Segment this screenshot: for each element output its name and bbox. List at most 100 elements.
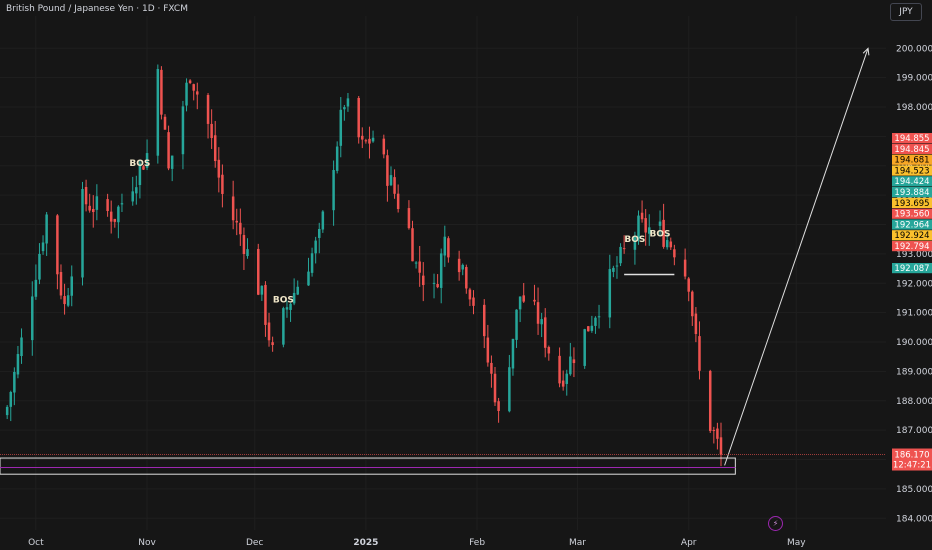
candle-body [691,291,694,317]
price-tag [892,143,932,154]
bos-label: BOS [129,159,150,169]
price-tag-value: 192.964 [894,220,929,230]
candle-body [569,356,572,375]
candle-body [88,205,91,211]
candle-body [565,373,569,384]
candle-body [558,355,561,384]
candle-body [106,199,109,212]
x-tick-label: Feb [469,538,485,548]
candle-body [687,278,690,292]
candle-body [16,354,20,375]
candle-body [206,95,210,124]
candle-body [13,371,16,393]
candle-body [289,303,292,310]
candle-body [561,380,565,387]
y-tick-label: 188.000 [896,397,932,407]
candle-body [239,222,242,235]
y-tick-label: 200.000 [896,44,932,54]
candle-body [389,175,393,186]
candle-body [669,241,673,248]
candle-body [221,174,224,194]
candle-body [665,240,669,248]
lightning-icon[interactable]: ⚡ [768,516,783,531]
price-tag [892,230,932,241]
candle-body [343,107,346,110]
bos-label: BOS [273,295,294,305]
candle-body [683,259,687,277]
price-tag-value: 193.560 [894,210,929,220]
candle-body [188,80,192,83]
candle-body [307,271,310,286]
currency-button[interactable]: JPY [890,3,922,21]
candle-body [572,359,576,364]
candle-body [357,97,360,138]
candle-body [587,326,590,332]
candle-body [396,193,400,210]
candle-body [9,391,13,407]
x-tick-label: Oct [28,538,44,548]
candle-body [515,309,518,340]
candle-body [393,177,396,194]
candle-body [371,137,375,142]
candle-body [418,261,421,273]
candle-body [196,91,199,95]
candle-body [698,336,701,371]
candle-body [640,212,644,220]
candle-body [597,316,601,318]
candle-body [56,215,59,275]
price-tag-value: 192.924 [894,231,929,241]
candle-body [364,140,368,142]
y-tick-label: 184.000 [896,514,932,524]
candle-body [242,235,246,255]
bos-label: BOS [624,235,645,245]
price-tag-value: 193.884 [894,188,929,198]
y-tick-label: 190.000 [896,338,932,348]
price-tag-value: 194.681 [894,156,929,166]
symbol-title: British Pound / Japanese Yen · 1D · FXCM [6,4,188,14]
candle-body [282,308,285,345]
candle-body [637,215,640,240]
candle-body [59,272,63,296]
candle-body [95,196,99,210]
candle-body [31,296,34,341]
candle-body [267,322,271,341]
candle-body [414,262,418,264]
candle-body [432,282,436,284]
candle-body [163,116,167,130]
x-tick-label: Dec [246,538,263,548]
current-price-value: 186.170 [894,451,929,461]
candle-body [185,82,188,106]
candle-body [673,249,676,258]
price-tag [892,197,932,208]
x-tick-label: Nov [138,538,156,548]
candle-body [612,267,615,272]
y-tick-label: 191.000 [896,309,932,319]
candle-body [497,401,500,411]
candle-body [213,135,217,162]
candle-body [457,258,461,273]
y-tick-label: 189.000 [896,367,932,377]
candle-body [511,338,515,369]
y-tick-label: 199.000 [896,74,932,84]
arrow-head [862,47,870,56]
candle-body [192,84,195,91]
candle-body [472,297,475,306]
price-tag [892,133,932,144]
candle-body [647,227,651,234]
candle-body [117,206,120,223]
candle-body [170,155,174,169]
price-tag [892,154,932,165]
candle-body [522,295,525,302]
candle-body [482,304,486,337]
candle-body [41,242,45,252]
y-tick-label: 187.000 [896,426,932,436]
candle-body [45,214,48,244]
candle-body [443,236,447,256]
candle-body [38,253,41,280]
candle-body [422,275,425,286]
candle-body [662,219,665,247]
candle-body [167,132,170,169]
candle-body [335,146,339,171]
